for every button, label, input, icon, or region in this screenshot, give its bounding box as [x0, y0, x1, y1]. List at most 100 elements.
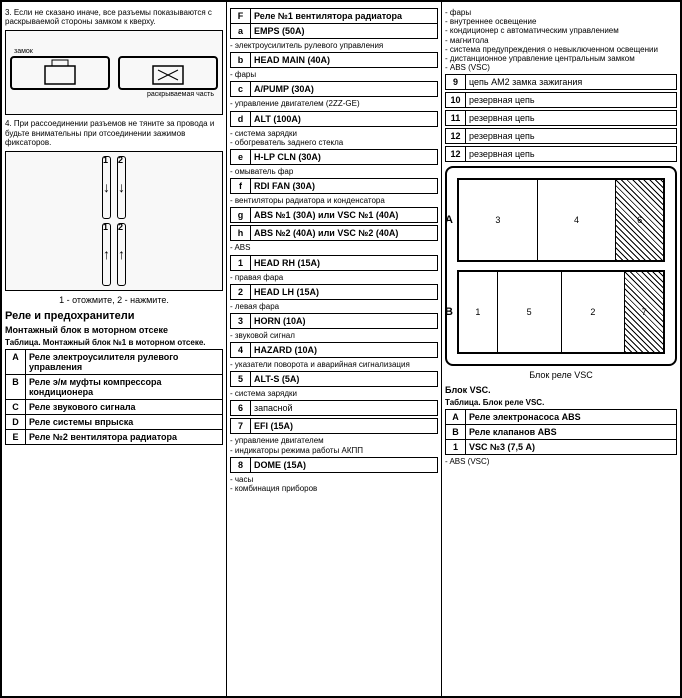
row-value: DOME (15A) [251, 457, 438, 472]
row-key: 3 [231, 313, 251, 328]
row-key: f [231, 179, 251, 194]
table-row: 3HORN (10A) [231, 313, 438, 328]
row-value: VSC №3 (7,5 А) [466, 440, 677, 455]
tbl-8: 8DOME (15A) [230, 457, 438, 473]
arrow-up-icon: ↑ [118, 247, 125, 261]
conn-step-2b: 2↑ [117, 223, 126, 286]
row-key: 6 [231, 401, 251, 416]
row-value: резервная цепь [466, 111, 677, 126]
table-caption-1: Таблица. Монтажный блок №1 в моторном от… [5, 338, 223, 347]
row-value: A/PUMP (30A) [251, 82, 438, 97]
row-key: 7 [231, 419, 251, 434]
tbl-6: 6запасной [230, 400, 438, 416]
label-open: раскрываемая часть [147, 91, 214, 98]
table-row: 8DOME (15A) [231, 457, 438, 472]
conn-step-1: 1↓ [102, 156, 111, 219]
subsection-title: Монтажный блок в моторном отсеке [5, 325, 223, 336]
row-value: Реле электроусилителя рулевого управлени… [26, 349, 223, 374]
table-row: AРеле электроусилителя рулевого управлен… [6, 349, 223, 374]
tbl-f: fRDI FAN (30A) [230, 178, 438, 194]
n-3: - звуковой сигнал [230, 331, 438, 340]
table-row: FРеле №1 вентилятора радиатора [231, 9, 438, 24]
table-row: 1HEAD RH (15A) [231, 255, 438, 270]
tbl-2: 2HEAD LH (15A) [230, 284, 438, 300]
list-top: - фары - внутреннее освещение - кондицио… [445, 8, 677, 72]
tbl-12b: 12резервная цепь [445, 146, 677, 162]
row-key: A [446, 410, 466, 425]
tbl-4: 4HAZARD (10A) [230, 342, 438, 358]
n-7: - управление двигателем - индикаторы реж… [230, 436, 438, 454]
n-5: - система зарядки [230, 389, 438, 398]
row-value: запасной [251, 401, 438, 416]
row-key: 5 [231, 372, 251, 387]
connector-left: замок [10, 56, 110, 90]
row-value: цепь AM2 замка зажигания [466, 75, 677, 90]
table-row: 10резервная цепь [446, 93, 677, 108]
vsc-cell-b-1: 1 [459, 272, 498, 352]
row-key: C [6, 399, 26, 414]
table-row: fRDI FAN (30A) [231, 179, 438, 194]
row-value: Реле звукового сигнала [26, 399, 223, 414]
vsc-footer: - ABS (VSC) [445, 457, 677, 466]
table-row: bHEAD MAIN (40A) [231, 53, 438, 68]
row-key: h [231, 226, 251, 241]
row-key: E [6, 429, 26, 444]
row-value: H-LP CLN (30A) [251, 149, 438, 164]
row-value: Реле клапанов ABS [466, 425, 677, 440]
tbl-3: 3HORN (10A) [230, 313, 438, 329]
row-value: ALT-S (5A) [251, 372, 438, 387]
table-row: 6запасной [231, 401, 438, 416]
table-row: DРеле системы впрыска [6, 414, 223, 429]
row-value: EMPS (50A) [251, 24, 438, 39]
row-key: 10 [446, 93, 466, 108]
table-row: CРеле звукового сигнала [6, 399, 223, 414]
tbl-e: eH-LP CLN (30A) [230, 149, 438, 165]
n-a: - электроусилитель рулевого управления [230, 41, 438, 50]
arrow-up-icon: ↑ [103, 247, 110, 261]
row-value: HEAD RH (15A) [251, 255, 438, 270]
tbl-5: 5ALT-S (5A) [230, 371, 438, 387]
vsc-cell-b-2: 2 [562, 272, 626, 352]
tbl-F: FРеле №1 вентилятора радиатораaEMPS (50A… [230, 8, 438, 39]
conn-step-2: 2↓ [117, 156, 126, 219]
vsc-caption: Блок реле VSC [445, 370, 677, 381]
connector-diagram-1: замок раскрываемая часть [5, 30, 223, 115]
row-key: A [6, 349, 26, 374]
row-value: HORN (10A) [251, 313, 438, 328]
vsc-table-caption: Таблица. Блок реле VSC. [445, 398, 677, 407]
column-3: - фары - внутреннее освещение - кондицио… [442, 2, 680, 696]
n-1: - правая фара [230, 273, 438, 282]
table-row: EРеле №2 вентилятора радиатора [6, 429, 223, 444]
tbl-b: bHEAD MAIN (40A) [230, 52, 438, 68]
vsc-cell-b-7: 7 [625, 272, 663, 352]
row-key: g [231, 208, 251, 223]
column-2: FРеле №1 вентилятора радиатораaEMPS (50A… [227, 2, 442, 696]
row-key: c [231, 82, 251, 97]
row-key: B [6, 374, 26, 399]
row-key: 8 [231, 457, 251, 472]
vsc-cell-b-5: 5 [498, 272, 562, 352]
arrow-down-icon: ↓ [118, 180, 125, 194]
row-key: a [231, 24, 251, 39]
tbl-9: 9цепь AM2 замка зажигания [445, 74, 677, 90]
table-row: 9цепь AM2 замка зажигания [446, 75, 677, 90]
row-value: RDI FAN (30A) [251, 179, 438, 194]
vsc-relay-block-diagram: A 3 4 6 B 1 5 2 7 [445, 166, 677, 366]
column-1: 3. Если не сказано иначе, все разъемы по… [2, 2, 227, 696]
n-e: - омыватель фар [230, 167, 438, 176]
table-row: AРеле электронасоса ABS [446, 410, 677, 425]
vsc-label-b: B [445, 306, 453, 318]
row-value: HAZARD (10A) [251, 343, 438, 358]
row-value: ALT (100A) [251, 111, 438, 126]
table-row: eH-LP CLN (30A) [231, 149, 438, 164]
table-row: aEMPS (50A) [231, 24, 438, 39]
vsc-label-a: A [445, 214, 453, 226]
row-key: 1 [446, 440, 466, 455]
row-key: 12 [446, 129, 466, 144]
vsc-title: Блок VSC. [445, 385, 677, 396]
tbl-g: gABS №1 (30A) или VSC №1 (40A) [230, 207, 438, 223]
vsc-row-b: B 1 5 2 7 [457, 270, 665, 354]
tbl-c: cA/PUMP (30A) [230, 81, 438, 97]
row-value: Реле №1 вентилятора радиатора [251, 9, 438, 24]
row-key: d [231, 111, 251, 126]
